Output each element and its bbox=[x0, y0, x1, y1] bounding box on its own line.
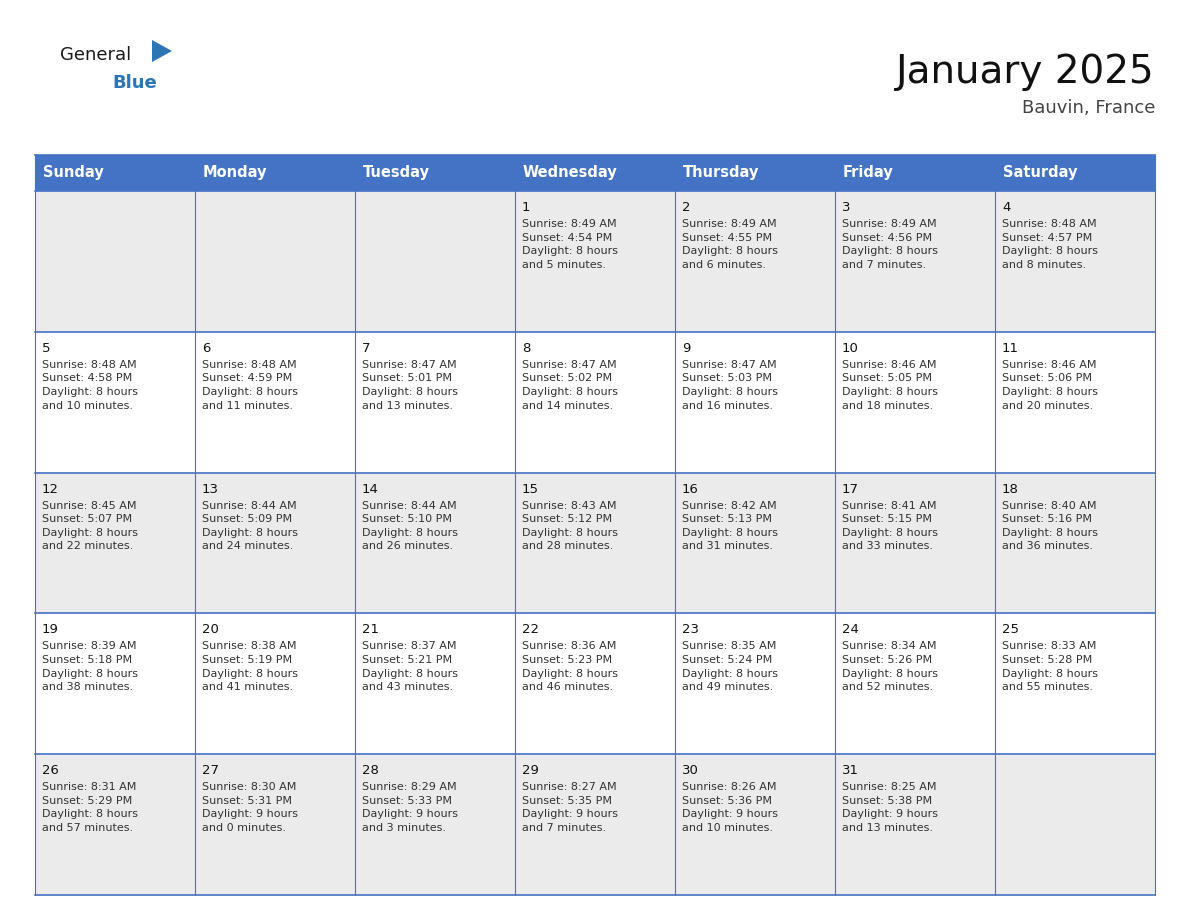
Text: Sunrise: 8:43 AM
Sunset: 5:12 PM
Daylight: 8 hours
and 28 minutes.: Sunrise: 8:43 AM Sunset: 5:12 PM Dayligh… bbox=[522, 500, 618, 552]
Text: 26: 26 bbox=[42, 764, 59, 778]
Text: Sunrise: 8:25 AM
Sunset: 5:38 PM
Daylight: 9 hours
and 13 minutes.: Sunrise: 8:25 AM Sunset: 5:38 PM Dayligh… bbox=[842, 782, 939, 833]
Text: 7: 7 bbox=[362, 341, 371, 354]
Text: Sunrise: 8:45 AM
Sunset: 5:07 PM
Daylight: 8 hours
and 22 minutes.: Sunrise: 8:45 AM Sunset: 5:07 PM Dayligh… bbox=[42, 500, 138, 552]
Text: Sunrise: 8:35 AM
Sunset: 5:24 PM
Daylight: 8 hours
and 49 minutes.: Sunrise: 8:35 AM Sunset: 5:24 PM Dayligh… bbox=[682, 642, 778, 692]
Text: Saturday: Saturday bbox=[1003, 165, 1078, 181]
Text: Sunrise: 8:48 AM
Sunset: 4:59 PM
Daylight: 8 hours
and 11 minutes.: Sunrise: 8:48 AM Sunset: 4:59 PM Dayligh… bbox=[202, 360, 298, 410]
Text: Blue: Blue bbox=[112, 74, 157, 92]
Text: Sunrise: 8:49 AM
Sunset: 4:55 PM
Daylight: 8 hours
and 6 minutes.: Sunrise: 8:49 AM Sunset: 4:55 PM Dayligh… bbox=[682, 219, 778, 270]
Bar bbox=[34, 155, 1155, 191]
Text: 12: 12 bbox=[42, 483, 59, 496]
Text: 10: 10 bbox=[842, 341, 859, 354]
Text: 1: 1 bbox=[522, 201, 531, 214]
Text: Wednesday: Wednesday bbox=[523, 165, 618, 181]
Text: 9: 9 bbox=[682, 341, 690, 354]
Text: Sunrise: 8:39 AM
Sunset: 5:18 PM
Daylight: 8 hours
and 38 minutes.: Sunrise: 8:39 AM Sunset: 5:18 PM Dayligh… bbox=[42, 642, 138, 692]
Text: Sunrise: 8:40 AM
Sunset: 5:16 PM
Daylight: 8 hours
and 36 minutes.: Sunrise: 8:40 AM Sunset: 5:16 PM Dayligh… bbox=[1001, 500, 1098, 552]
Bar bbox=[34, 191, 1155, 331]
Text: 22: 22 bbox=[522, 623, 539, 636]
Text: Sunrise: 8:36 AM
Sunset: 5:23 PM
Daylight: 8 hours
and 46 minutes.: Sunrise: 8:36 AM Sunset: 5:23 PM Dayligh… bbox=[522, 642, 618, 692]
Bar bbox=[34, 613, 1155, 755]
Text: 4: 4 bbox=[1001, 201, 1010, 214]
Text: 27: 27 bbox=[202, 764, 219, 778]
Text: Sunrise: 8:49 AM
Sunset: 4:54 PM
Daylight: 8 hours
and 5 minutes.: Sunrise: 8:49 AM Sunset: 4:54 PM Dayligh… bbox=[522, 219, 618, 270]
Text: 30: 30 bbox=[682, 764, 699, 778]
Text: Bauvin, France: Bauvin, France bbox=[1022, 99, 1155, 117]
Text: 28: 28 bbox=[362, 764, 379, 778]
Text: Sunrise: 8:44 AM
Sunset: 5:10 PM
Daylight: 8 hours
and 26 minutes.: Sunrise: 8:44 AM Sunset: 5:10 PM Dayligh… bbox=[362, 500, 459, 552]
Text: 14: 14 bbox=[362, 483, 379, 496]
Text: Sunrise: 8:27 AM
Sunset: 5:35 PM
Daylight: 9 hours
and 7 minutes.: Sunrise: 8:27 AM Sunset: 5:35 PM Dayligh… bbox=[522, 782, 618, 833]
Text: 8: 8 bbox=[522, 341, 530, 354]
Polygon shape bbox=[152, 40, 172, 62]
Text: Sunrise: 8:34 AM
Sunset: 5:26 PM
Daylight: 8 hours
and 52 minutes.: Sunrise: 8:34 AM Sunset: 5:26 PM Dayligh… bbox=[842, 642, 939, 692]
Text: 21: 21 bbox=[362, 623, 379, 636]
Text: Sunrise: 8:30 AM
Sunset: 5:31 PM
Daylight: 9 hours
and 0 minutes.: Sunrise: 8:30 AM Sunset: 5:31 PM Dayligh… bbox=[202, 782, 298, 833]
Text: Sunrise: 8:46 AM
Sunset: 5:06 PM
Daylight: 8 hours
and 20 minutes.: Sunrise: 8:46 AM Sunset: 5:06 PM Dayligh… bbox=[1001, 360, 1098, 410]
Text: 6: 6 bbox=[202, 341, 210, 354]
Text: Thursday: Thursday bbox=[683, 165, 759, 181]
Text: 17: 17 bbox=[842, 483, 859, 496]
Text: 20: 20 bbox=[202, 623, 219, 636]
Text: 25: 25 bbox=[1001, 623, 1019, 636]
Text: 5: 5 bbox=[42, 341, 51, 354]
Text: Sunrise: 8:44 AM
Sunset: 5:09 PM
Daylight: 8 hours
and 24 minutes.: Sunrise: 8:44 AM Sunset: 5:09 PM Dayligh… bbox=[202, 500, 298, 552]
Text: Sunrise: 8:31 AM
Sunset: 5:29 PM
Daylight: 8 hours
and 57 minutes.: Sunrise: 8:31 AM Sunset: 5:29 PM Dayligh… bbox=[42, 782, 138, 833]
Text: 13: 13 bbox=[202, 483, 219, 496]
Text: Monday: Monday bbox=[203, 165, 267, 181]
Text: 3: 3 bbox=[842, 201, 851, 214]
Text: Tuesday: Tuesday bbox=[364, 165, 430, 181]
Text: Sunrise: 8:37 AM
Sunset: 5:21 PM
Daylight: 8 hours
and 43 minutes.: Sunrise: 8:37 AM Sunset: 5:21 PM Dayligh… bbox=[362, 642, 459, 692]
Text: General: General bbox=[61, 46, 131, 64]
Text: Sunrise: 8:41 AM
Sunset: 5:15 PM
Daylight: 8 hours
and 33 minutes.: Sunrise: 8:41 AM Sunset: 5:15 PM Dayligh… bbox=[842, 500, 939, 552]
Text: 19: 19 bbox=[42, 623, 59, 636]
Text: Sunrise: 8:47 AM
Sunset: 5:02 PM
Daylight: 8 hours
and 14 minutes.: Sunrise: 8:47 AM Sunset: 5:02 PM Dayligh… bbox=[522, 360, 618, 410]
Text: Sunday: Sunday bbox=[43, 165, 103, 181]
Text: 2: 2 bbox=[682, 201, 690, 214]
Text: Sunrise: 8:49 AM
Sunset: 4:56 PM
Daylight: 8 hours
and 7 minutes.: Sunrise: 8:49 AM Sunset: 4:56 PM Dayligh… bbox=[842, 219, 939, 270]
Text: Sunrise: 8:38 AM
Sunset: 5:19 PM
Daylight: 8 hours
and 41 minutes.: Sunrise: 8:38 AM Sunset: 5:19 PM Dayligh… bbox=[202, 642, 298, 692]
Bar bbox=[34, 331, 1155, 473]
Text: Sunrise: 8:47 AM
Sunset: 5:01 PM
Daylight: 8 hours
and 13 minutes.: Sunrise: 8:47 AM Sunset: 5:01 PM Dayligh… bbox=[362, 360, 459, 410]
Text: 23: 23 bbox=[682, 623, 699, 636]
Text: Sunrise: 8:47 AM
Sunset: 5:03 PM
Daylight: 8 hours
and 16 minutes.: Sunrise: 8:47 AM Sunset: 5:03 PM Dayligh… bbox=[682, 360, 778, 410]
Text: 18: 18 bbox=[1001, 483, 1019, 496]
Text: Sunrise: 8:46 AM
Sunset: 5:05 PM
Daylight: 8 hours
and 18 minutes.: Sunrise: 8:46 AM Sunset: 5:05 PM Dayligh… bbox=[842, 360, 939, 410]
Text: 24: 24 bbox=[842, 623, 859, 636]
Text: 16: 16 bbox=[682, 483, 699, 496]
Text: Sunrise: 8:29 AM
Sunset: 5:33 PM
Daylight: 9 hours
and 3 minutes.: Sunrise: 8:29 AM Sunset: 5:33 PM Dayligh… bbox=[362, 782, 459, 833]
Text: Sunrise: 8:48 AM
Sunset: 4:58 PM
Daylight: 8 hours
and 10 minutes.: Sunrise: 8:48 AM Sunset: 4:58 PM Dayligh… bbox=[42, 360, 138, 410]
Text: Friday: Friday bbox=[843, 165, 893, 181]
Text: 31: 31 bbox=[842, 764, 859, 778]
Text: 11: 11 bbox=[1001, 341, 1019, 354]
Text: Sunrise: 8:42 AM
Sunset: 5:13 PM
Daylight: 8 hours
and 31 minutes.: Sunrise: 8:42 AM Sunset: 5:13 PM Dayligh… bbox=[682, 500, 778, 552]
Bar bbox=[34, 473, 1155, 613]
Text: 29: 29 bbox=[522, 764, 539, 778]
Bar bbox=[34, 755, 1155, 895]
Text: Sunrise: 8:33 AM
Sunset: 5:28 PM
Daylight: 8 hours
and 55 minutes.: Sunrise: 8:33 AM Sunset: 5:28 PM Dayligh… bbox=[1001, 642, 1098, 692]
Text: Sunrise: 8:48 AM
Sunset: 4:57 PM
Daylight: 8 hours
and 8 minutes.: Sunrise: 8:48 AM Sunset: 4:57 PM Dayligh… bbox=[1001, 219, 1098, 270]
Text: Sunrise: 8:26 AM
Sunset: 5:36 PM
Daylight: 9 hours
and 10 minutes.: Sunrise: 8:26 AM Sunset: 5:36 PM Dayligh… bbox=[682, 782, 778, 833]
Text: January 2025: January 2025 bbox=[897, 53, 1155, 91]
Text: 15: 15 bbox=[522, 483, 539, 496]
